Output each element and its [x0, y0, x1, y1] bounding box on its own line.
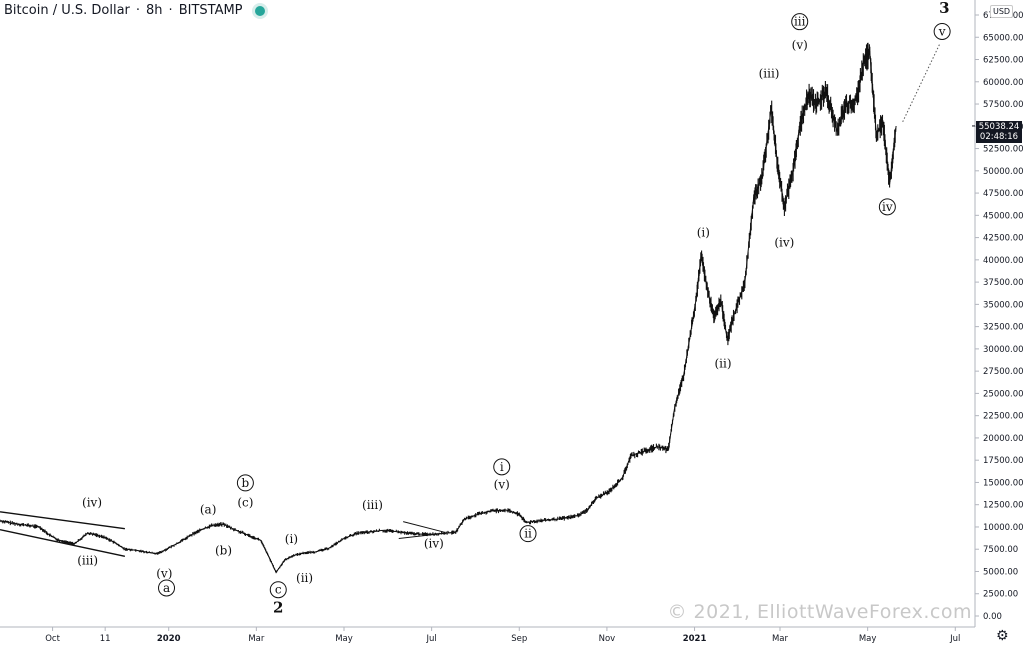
y-tick-label: 25000.00: [983, 389, 1024, 399]
separator-dot: ·: [168, 3, 173, 18]
y-tick-label: 2500.00: [983, 590, 1018, 600]
wave-label: (iv): [424, 536, 444, 550]
wave-label: (v): [156, 567, 172, 581]
triangle-line: [398, 532, 445, 540]
wave-label: (iii): [759, 66, 780, 80]
wave-label: (iii): [362, 498, 383, 512]
market-status-icon: [254, 5, 265, 16]
wave-label: ii: [524, 527, 532, 541]
wave-label: 3: [939, 0, 949, 17]
y-tick-label: 37500.00: [983, 278, 1024, 288]
x-tick-label: May: [335, 634, 353, 644]
wave-label: (a): [200, 503, 217, 517]
wave-label: iv: [882, 200, 893, 214]
separator-dot: ·: [135, 3, 141, 18]
x-tick-label: Jul: [425, 634, 436, 644]
countdown-timer: 02:48:16: [979, 132, 1019, 142]
y-tick-label: 42500.00: [983, 234, 1024, 244]
y-tick-label: 50000.00: [983, 167, 1024, 177]
y-tick-label: 57500.00: [983, 100, 1024, 110]
wave-label: (iv): [82, 495, 102, 509]
last-price-value: 55038.24: [978, 122, 1020, 132]
interval-label[interactable]: 8h: [146, 3, 163, 18]
x-tick-label: Mar: [248, 634, 265, 644]
wave-label: b: [242, 476, 250, 490]
currency-badge[interactable]: USD: [990, 5, 1014, 18]
y-tick-label: 40000.00: [983, 256, 1024, 266]
x-tick-label: Nov: [599, 634, 616, 644]
wave-label: (iv): [774, 235, 794, 249]
y-tick-label: 12500.00: [983, 501, 1024, 511]
x-tick-label: 11: [100, 634, 111, 644]
gear-icon[interactable]: ⚙: [996, 628, 1009, 644]
wave-label: c: [275, 583, 282, 597]
wave-label: (ii): [715, 357, 732, 371]
triangle-line: [403, 521, 445, 533]
wave-circle: [878, 198, 896, 216]
y-tick-label: 0.00: [983, 612, 1002, 622]
wave-circle: [493, 458, 511, 476]
watermark: © 2021, ElliottWaveForex.com: [667, 601, 972, 623]
projection-line: [902, 43, 941, 123]
price-bars: [0, 42, 897, 574]
last-price-label: 55038.24 02:48:16: [976, 121, 1022, 143]
wave-label: (i): [285, 532, 298, 546]
x-tick-label: Oct: [45, 634, 60, 644]
channel-line: [0, 528, 126, 558]
chart-header: Bitcoin / U.S. Dollar · 8h · BITSTAMP: [4, 3, 265, 18]
wave-circle: [791, 13, 809, 31]
wave-label: (v): [792, 38, 808, 52]
x-tick-label: May: [859, 634, 877, 644]
y-tick-label: 5000.00: [983, 567, 1018, 577]
x-tick-label: Sep: [511, 634, 527, 644]
wave-circle: [158, 579, 176, 597]
y-tick-label: 52500.00: [983, 145, 1024, 155]
wave-circle: [519, 525, 537, 543]
x-tick-label: Mar: [772, 634, 789, 644]
y-tick-label: 47500.00: [983, 189, 1024, 199]
wave-label: (b): [215, 544, 232, 558]
y-tick-label: 35000.00: [983, 300, 1024, 310]
y-tick-label: 30000.00: [983, 345, 1024, 355]
y-tick-label: 27500.00: [983, 367, 1024, 377]
channel-line: [0, 511, 125, 530]
wave-label: iii: [794, 15, 806, 29]
wave-label: v: [938, 24, 946, 38]
wave-label: i: [500, 460, 504, 474]
price-line: [0, 50, 897, 574]
wave-label: (iii): [77, 553, 98, 567]
wave-label: (i): [697, 226, 710, 240]
x-tick-label: 2020: [157, 634, 181, 644]
wave-label: a: [163, 581, 170, 595]
y-tick-label: 15000.00: [983, 478, 1024, 488]
y-tick-label: 32500.00: [983, 323, 1024, 333]
wave-label: (v): [494, 478, 510, 492]
y-tick-label: 60000.00: [983, 78, 1024, 88]
wave-label: 2: [273, 598, 283, 616]
wave-label: (c): [237, 495, 253, 509]
y-tick-label: 17500.00: [983, 456, 1024, 466]
y-tick-label: 65000.00: [983, 33, 1024, 43]
y-tick-label: 10000.00: [983, 523, 1024, 533]
wave-circle: [236, 474, 254, 492]
symbol-name[interactable]: Bitcoin / U.S. Dollar: [4, 3, 130, 18]
y-tick-label: 45000.00: [983, 211, 1024, 221]
exchange-label: BITSTAMP: [178, 3, 243, 18]
y-tick-label: 22500.00: [983, 412, 1024, 422]
wave-circle: [933, 22, 951, 40]
wave-circle: [269, 581, 287, 599]
y-tick-label: 7500.00: [983, 545, 1018, 555]
x-tick-label: 2021: [683, 634, 707, 644]
x-tick-label: Jul: [949, 634, 960, 644]
y-tick-label: 20000.00: [983, 434, 1024, 444]
wave-label: (ii): [296, 571, 313, 585]
y-tick-label: 62500.00: [983, 56, 1024, 66]
